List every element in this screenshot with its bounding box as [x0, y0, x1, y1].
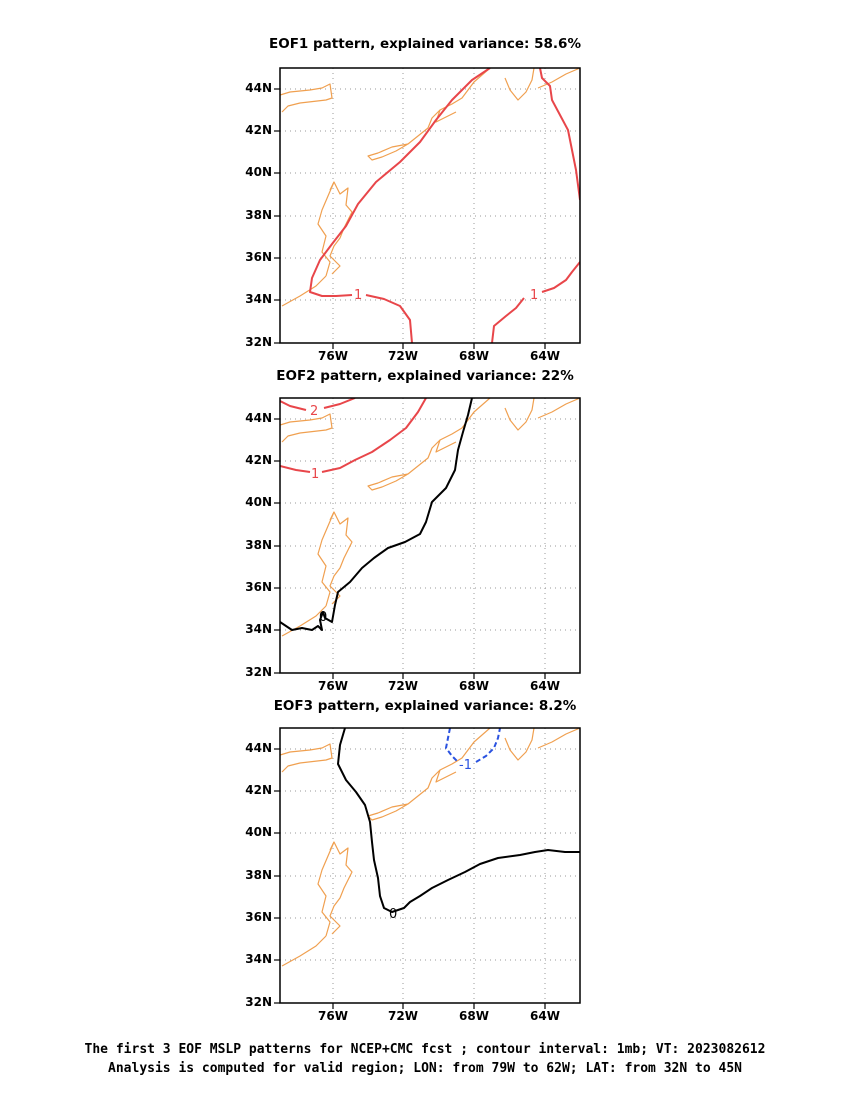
lon-label: 64W: [530, 1009, 560, 1023]
contour-label: 1: [311, 467, 319, 482]
lon-label: 68W: [459, 349, 489, 363]
grid-lines: [280, 398, 580, 673]
eof2-title: EOF2 pattern, explained variance: 22%: [276, 368, 574, 384]
caption-line-1: The first 3 EOF MSLP patterns for NCEP+C…: [84, 1042, 766, 1057]
contour-labels: 2 1 0: [310, 404, 327, 625]
lat-label: 38N: [245, 868, 272, 882]
lat-label: 44N: [245, 411, 272, 425]
contours: [337, 728, 580, 913]
lat-label: 44N: [245, 741, 272, 755]
contour-label: 0: [319, 610, 327, 625]
lat-label: 42N: [245, 783, 272, 797]
contour-label: -1: [459, 758, 472, 773]
contours: [309, 68, 580, 343]
lon-label: 72W: [388, 1009, 418, 1023]
lat-label: 40N: [245, 825, 272, 839]
lon-label: 76W: [318, 349, 348, 363]
lon-label: 76W: [318, 679, 348, 693]
coastline: [280, 728, 580, 967]
contour-label: 1: [354, 288, 362, 303]
lat-label: 40N: [245, 165, 272, 179]
caption-line-2: Analysis is computed for valid region; L…: [108, 1061, 742, 1076]
lon-label: 64W: [530, 679, 560, 693]
lat-label: 44N: [245, 81, 272, 95]
contour-label: 1: [530, 288, 538, 303]
eof1-title: EOF1 pattern, explained variance: 58.6%: [269, 36, 581, 52]
contour-labels: -1 0: [389, 758, 472, 922]
map-frame: [279, 67, 581, 344]
lon-label: 68W: [459, 1009, 489, 1023]
lon-label: 64W: [530, 349, 560, 363]
lat-label: 42N: [245, 123, 272, 137]
lat-label: 34N: [245, 292, 272, 306]
frame-ticks: [274, 418, 546, 679]
contour-label: 2: [310, 404, 318, 419]
frame-ticks: [274, 88, 546, 349]
lat-label: 36N: [245, 580, 272, 594]
eof2-map: 2 1 0: [274, 397, 581, 679]
lat-label: 32N: [245, 995, 272, 1009]
lon-label: 68W: [459, 679, 489, 693]
lat-label: 42N: [245, 453, 272, 467]
lat-label: 38N: [245, 538, 272, 552]
eof1-map: 1 1: [274, 67, 581, 349]
map-frame: [279, 727, 581, 1004]
grid-lines: [280, 728, 580, 1003]
coastline: [280, 68, 580, 307]
map-frame: [279, 397, 581, 674]
contours: [280, 398, 473, 631]
contour-labels: 1 1: [354, 288, 538, 303]
lat-label: 34N: [245, 952, 272, 966]
lon-label: 72W: [388, 349, 418, 363]
lat-label: 36N: [245, 910, 272, 924]
contour-label: 0: [389, 907, 397, 922]
lat-label: 40N: [245, 495, 272, 509]
grid-lines: [280, 68, 580, 343]
lat-label: 34N: [245, 622, 272, 636]
lat-label: 32N: [245, 335, 272, 349]
lat-label: 32N: [245, 665, 272, 679]
eof3-title: EOF3 pattern, explained variance: 8.2%: [273, 698, 577, 714]
lon-label: 76W: [318, 1009, 348, 1023]
coastline: [280, 398, 580, 637]
frame-ticks: [274, 748, 546, 1009]
eof3-map: -1 0: [274, 727, 581, 1009]
lat-label: 36N: [245, 250, 272, 264]
lon-label: 72W: [388, 679, 418, 693]
lat-label: 38N: [245, 208, 272, 222]
